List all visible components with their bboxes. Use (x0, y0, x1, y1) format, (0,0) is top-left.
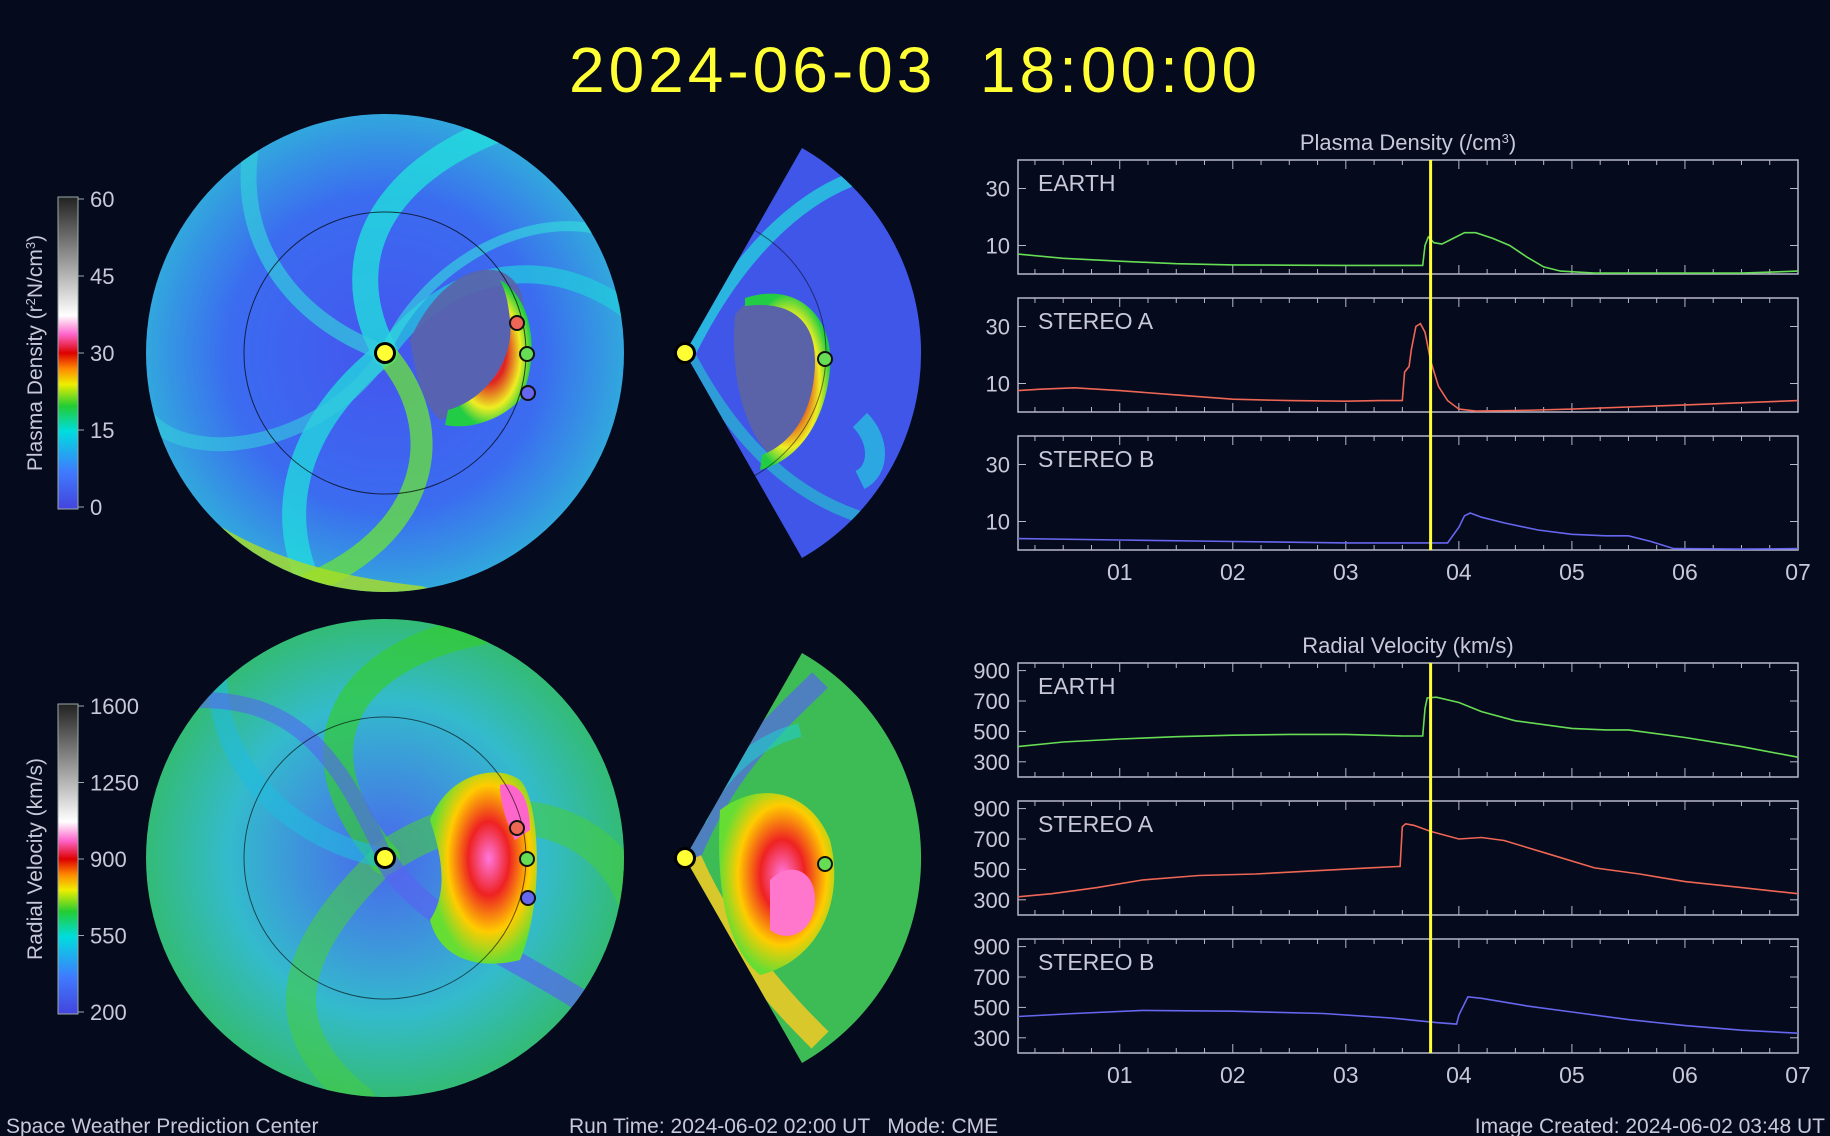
panel-label: STEREO B (1038, 949, 1154, 975)
velocity-colorbar: 200 550 900 1250 1600 Radial Velocity (km/s) (24, 694, 139, 1025)
velocity-colorbar-label: Radial Velocity (km/s) (24, 758, 47, 960)
y-tick-label: 700 (973, 827, 1010, 852)
series-line-stereo-a (1017, 822, 1799, 898)
x-tick-label: 01 (1107, 559, 1133, 585)
x-tick-label: 02 (1220, 559, 1246, 585)
colorbar-tick-label: 900 (90, 847, 127, 872)
density-colorbar-label: Plasma Density (r2N/cm3) (23, 235, 48, 471)
y-tick-label: 10 (986, 372, 1010, 397)
colorbar-tick-label: 550 (90, 924, 127, 949)
earth-marker-vel (519, 851, 535, 867)
stereo-a-marker (509, 315, 525, 331)
y-tick-label: 30 (986, 453, 1010, 478)
plot-panel-frame (1017, 159, 1799, 275)
x-tick-label: 05 (1559, 559, 1585, 585)
colorbar-tick-label: 0 (90, 495, 102, 520)
panel-label: STEREO A (1038, 308, 1154, 334)
series-line-stereo-b (1017, 512, 1799, 550)
colorbar-tick-label: 45 (90, 264, 114, 289)
y-tick-label: 10 (986, 234, 1010, 259)
y-tick-label: 30 (986, 177, 1010, 202)
y-tick-label: 900 (973, 659, 1010, 684)
series-line-stereo-a (1017, 322, 1799, 412)
y-tick-label: 700 (973, 965, 1010, 990)
plot-title: Plasma Density (/cm3) (1300, 130, 1516, 155)
colorbar-tick-label: 15 (90, 418, 114, 443)
y-tick-label: 900 (973, 797, 1010, 822)
footer-org: Space Weather Prediction Center (6, 1115, 318, 1136)
y-tick-label: 300 (973, 1026, 1010, 1051)
x-tick-label: 05 (1559, 1062, 1585, 1088)
x-tick-label: 07 (1785, 1062, 1811, 1088)
y-tick-label: 300 (973, 888, 1010, 913)
stereo-b-marker (520, 385, 536, 401)
panel-label: EARTH (1038, 170, 1116, 196)
earth-marker-vel-wedge (817, 856, 833, 872)
plot-panel-frame (1017, 938, 1799, 1054)
plot-panel-frame (1017, 800, 1799, 916)
x-tick-label: 07 (1785, 559, 1811, 585)
stereo-a-marker-vel (509, 820, 525, 836)
density-ecliptic-disk (146, 114, 624, 592)
y-tick-label: 300 (973, 750, 1010, 775)
colorbar-tick-label: 200 (90, 1000, 127, 1025)
x-tick-label: 01 (1107, 1062, 1133, 1088)
density-colorbar: 0 15 30 45 60 Plasma Density (r2N/cm3) (23, 187, 115, 520)
plot-panel-frame (1017, 297, 1799, 413)
colorbar-tick-label: 1600 (90, 694, 139, 719)
y-tick-label: 500 (973, 719, 1010, 744)
x-tick-label: 04 (1446, 1062, 1472, 1088)
footer-runtime: Run Time: 2024-06-02 02:00 UT Mode: CME (569, 1115, 998, 1136)
x-tick-label: 02 (1220, 1062, 1246, 1088)
panel-label: STEREO A (1038, 811, 1154, 837)
colorbar-tick-label: 60 (90, 187, 114, 212)
panel-label: STEREO B (1038, 446, 1154, 472)
x-tick-label: 03 (1333, 1062, 1359, 1088)
velocity-ecliptic-disk (146, 619, 624, 1097)
y-tick-label: 900 (973, 935, 1010, 960)
plot-panel-frame (1017, 435, 1799, 551)
y-tick-label: 500 (973, 995, 1010, 1020)
density-timeseries: Plasma Density (/cm3) 10 30 EARTH 10 30 STEREO… (986, 130, 1811, 585)
earth-marker-wedge (817, 351, 833, 367)
y-tick-label: 10 (986, 510, 1010, 535)
x-tick-label: 03 (1333, 559, 1359, 585)
plot-panel-frame (1017, 662, 1799, 778)
velocity-meridional-wedge (674, 653, 922, 1063)
y-tick-label: 30 (986, 315, 1010, 340)
stereo-b-marker-vel (520, 890, 536, 906)
earth-marker (519, 346, 535, 362)
panel-label: EARTH (1038, 673, 1116, 699)
colorbar-tick-label: 30 (90, 341, 114, 366)
footer-created: Image Created: 2024-06-02 03:48 UT (1475, 1115, 1825, 1136)
density-meridional-wedge (674, 148, 922, 558)
x-tick-label: 06 (1672, 559, 1698, 585)
series-line-earth (1017, 696, 1799, 758)
series-line-stereo-b (1017, 995, 1799, 1034)
x-tick-label: 06 (1672, 1062, 1698, 1088)
series-line-earth (1017, 231, 1799, 274)
velocity-timeseries: Radial Velocity (km/s) 300 500 700 900 EARTH 3… (973, 633, 1811, 1088)
y-tick-label: 500 (973, 857, 1010, 882)
x-tick-label: 04 (1446, 559, 1472, 585)
timestamp-title: 2024-06-03 18:00:00 (569, 34, 1261, 106)
colorbar-tick-label: 1250 (90, 771, 139, 796)
plot-title: Radial Velocity (km/s) (1302, 633, 1514, 658)
y-tick-label: 700 (973, 689, 1010, 714)
